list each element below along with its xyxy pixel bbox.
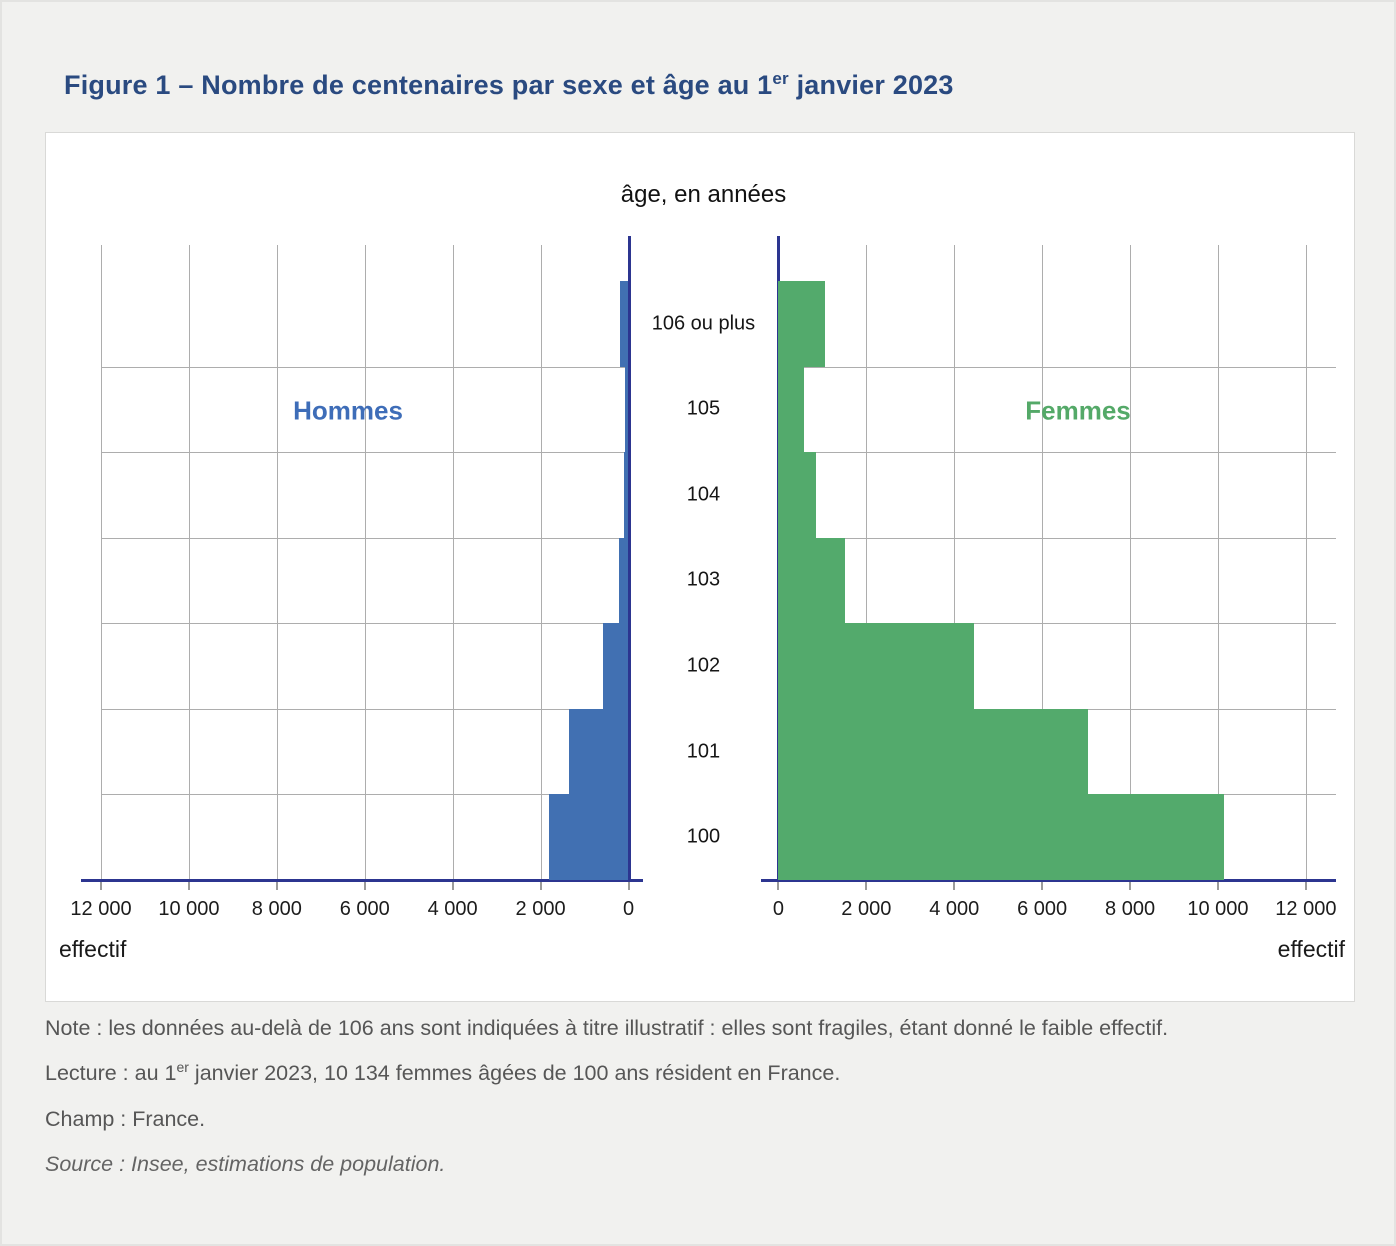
x-tick-label: 12 000	[70, 898, 132, 920]
female-series-label: Femmes	[1025, 395, 1131, 426]
gridline-vertical	[1130, 245, 1132, 880]
gridline-vertical	[1217, 245, 1219, 880]
gridline-horizontal	[778, 537, 1336, 539]
x-tick-label: 6 000	[339, 898, 390, 920]
x-tick-label: 10 000	[1187, 898, 1249, 920]
female-baseline	[761, 879, 1336, 882]
gridline-vertical	[540, 245, 542, 880]
gridline-vertical	[1042, 245, 1044, 880]
figure-title: Figure 1 – Nombre de centenaires par sex…	[64, 70, 954, 101]
axis-tick	[100, 880, 102, 890]
gridline-horizontal	[101, 537, 629, 539]
source-text: Source : Insee, estimations de populatio…	[45, 1151, 446, 1176]
x-tick-label: 0	[622, 898, 635, 920]
axis-tick	[187, 880, 190, 890]
figure-title-suffix: janvier 2023	[788, 70, 954, 100]
gridline-vertical	[452, 245, 454, 880]
gridline-horizontal	[778, 452, 1336, 454]
chart-panel: âge, en années Hommes Femmes 106 ou plus…	[45, 132, 1355, 1002]
x-tick-label: 2 000	[841, 898, 892, 920]
axis-tick	[539, 880, 542, 890]
note-text: Note : les données au-delà de 106 ans so…	[45, 1016, 1169, 1040]
male-series-label: Hommes	[293, 395, 403, 426]
figure-title-superscript: er	[772, 69, 789, 88]
champ-text: Champ : France.	[45, 1106, 206, 1131]
gridline-horizontal	[101, 366, 629, 368]
gridline-vertical	[866, 245, 868, 880]
age-label: 104	[686, 483, 721, 506]
x-tick-label: 2 000	[515, 898, 566, 920]
bar-male-101	[568, 708, 629, 795]
bar-female-100	[778, 794, 1224, 881]
bar-female-102	[778, 623, 974, 710]
figure-title-prefix: Figure 1 – Nombre de centenaires par sex…	[64, 70, 773, 100]
x-tick-label: 0	[772, 898, 784, 920]
axis-tick	[451, 880, 454, 890]
gridline-vertical	[188, 245, 190, 880]
figure-notes: Note : les données au-delà de 106 ans so…	[45, 1012, 1357, 1193]
bar-female-103	[778, 537, 845, 624]
bar-female-105	[778, 366, 804, 453]
age-label: 103	[686, 568, 721, 591]
axis-tick	[1216, 880, 1219, 890]
bar-female-104	[778, 452, 817, 539]
gridline-vertical	[101, 245, 102, 880]
age-label: 106 ou plus	[651, 312, 756, 335]
bar-female-101	[778, 708, 1088, 795]
age-label: 105	[686, 397, 721, 420]
age-axis-title: âge, en années	[620, 181, 787, 208]
x-axis-label-right: effectif	[1277, 936, 1345, 962]
x-tick-label: 8 000	[251, 898, 302, 920]
x-axis-label-left: effectif	[59, 936, 127, 962]
axis-tick	[1129, 880, 1132, 890]
x-tick-label: 4 000	[427, 898, 478, 920]
x-tick-label: 8 000	[1105, 898, 1156, 920]
axis-tick	[1304, 880, 1307, 890]
axis-tick	[1041, 880, 1044, 890]
x-tick-label: 10 000	[158, 898, 220, 920]
bar-male-105	[624, 366, 629, 453]
x-tick-label: 12 000	[1275, 898, 1337, 920]
bar-male-106	[619, 281, 629, 368]
axis-tick	[275, 880, 278, 890]
bar-male-100	[548, 794, 629, 881]
gridline-horizontal	[101, 623, 629, 625]
bar-male-102	[602, 623, 629, 710]
gridline-vertical	[954, 245, 956, 880]
bar-female-106	[778, 281, 825, 368]
axis-tick	[363, 880, 366, 890]
age-label: 101	[686, 740, 721, 763]
age-label: 100	[686, 825, 721, 848]
gridline-vertical	[276, 245, 278, 880]
lecture-text: Lecture : au 1er janvier 2023, 10 134 fe…	[45, 1059, 841, 1086]
male-baseline	[81, 879, 643, 882]
lecture-superscript: er	[176, 1059, 189, 1076]
bar-male-104	[624, 452, 629, 539]
gridline-vertical	[1305, 245, 1307, 880]
x-tick-label: 6 000	[1017, 898, 1068, 920]
gridline-horizontal	[101, 794, 629, 796]
bar-male-103	[618, 537, 629, 624]
gridline-horizontal	[101, 452, 629, 454]
axis-tick	[777, 880, 780, 890]
axis-tick	[953, 880, 956, 890]
x-tick-label: 4 000	[929, 898, 980, 920]
age-label: 102	[686, 654, 721, 677]
axis-tick	[627, 880, 630, 890]
gridline-horizontal	[101, 708, 629, 710]
axis-tick	[865, 880, 868, 890]
male-zero-axis	[627, 236, 631, 880]
gridline-horizontal	[778, 623, 1336, 625]
gridline-horizontal	[778, 366, 1336, 368]
gridline-vertical	[364, 245, 366, 880]
